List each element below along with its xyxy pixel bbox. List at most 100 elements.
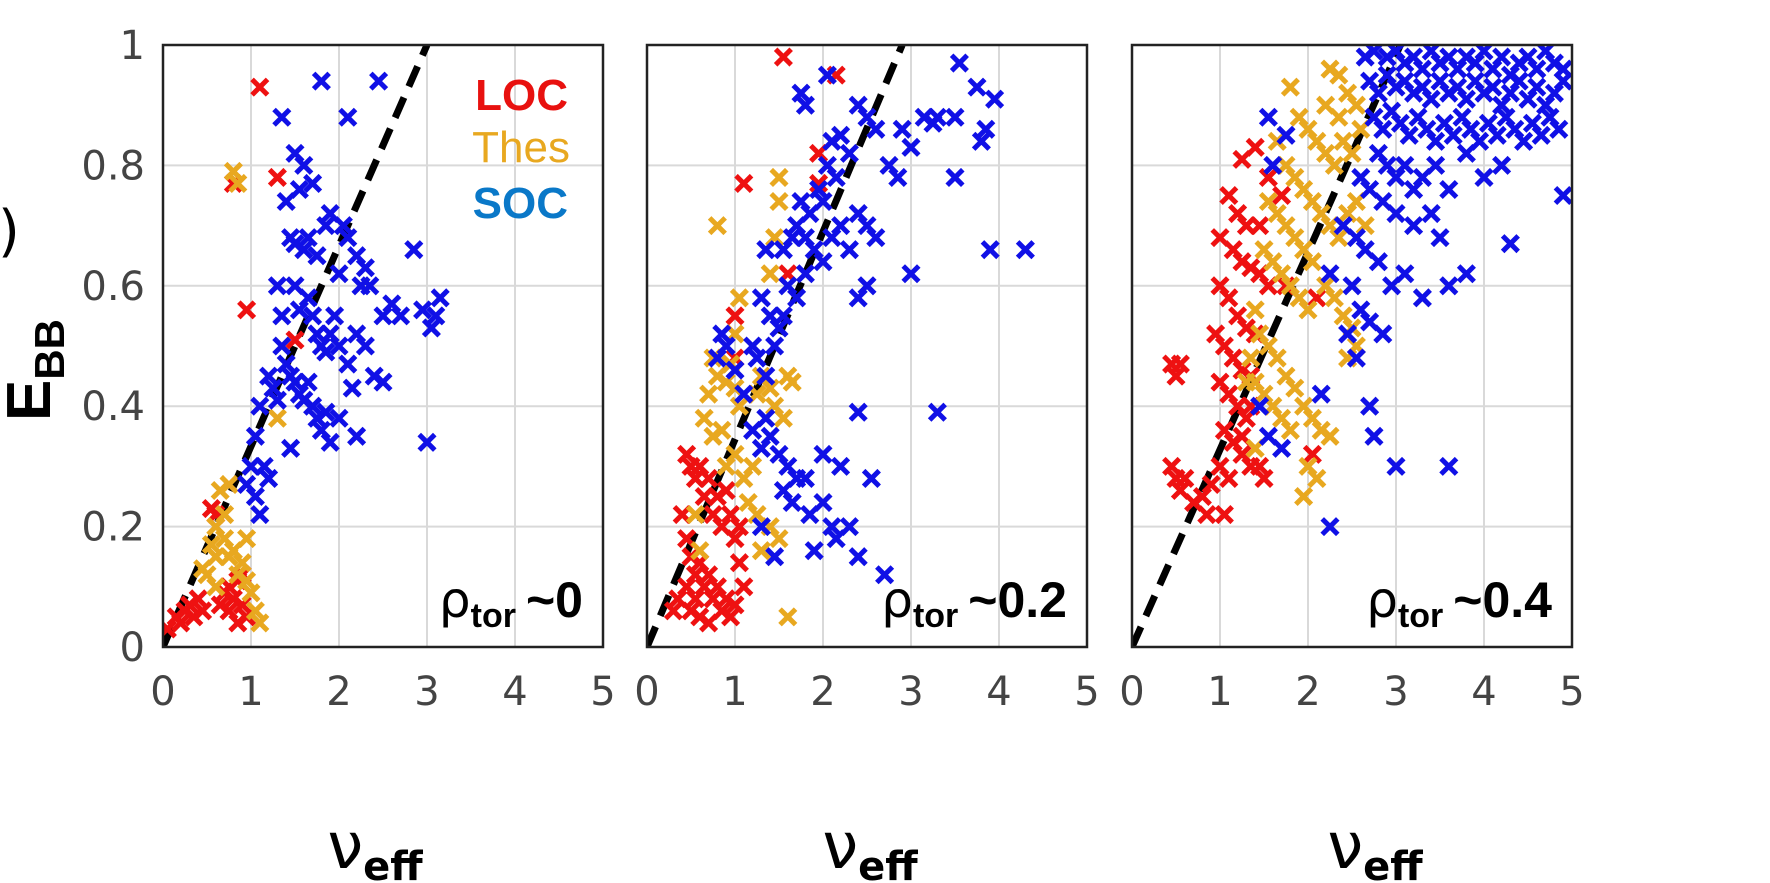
point-soc [1395,155,1415,175]
point-soc [773,306,793,326]
point-soc [888,167,908,187]
point-loc [188,589,208,609]
point-loc [267,167,287,187]
point-soc [901,137,921,157]
point-thes [734,468,754,488]
point-loc [734,577,754,597]
point-loc [694,486,714,507]
trend-line [1132,45,1404,647]
point-thes [267,408,287,428]
axes-frame [645,43,1089,649]
point-loc [721,607,741,627]
point-soc [848,402,868,422]
point-thes [228,173,248,193]
point-soc [1527,77,1547,97]
point-soc [298,228,318,248]
x-tick-label: 0 [1119,669,1144,715]
point-soc [355,336,375,356]
point-soc [791,83,811,103]
point-soc [1421,204,1441,224]
point-soc [1276,125,1296,145]
point-thes [769,191,789,212]
point-soc [285,372,305,392]
point-soc [333,216,353,236]
panel-label-main: ρ [881,571,913,629]
x-tick-label: 5 [1559,669,1584,715]
point-soc [1553,185,1572,206]
point-soc [245,426,265,446]
x-tick-label: 2 [810,669,835,715]
point-soc [773,240,793,260]
point-soc [298,288,318,308]
point-soc [1373,119,1393,139]
point-loc [223,173,243,193]
point-soc [276,191,296,212]
point-loc [1170,480,1190,501]
axes-frame [1130,43,1574,649]
point-loc [672,505,692,525]
point-thes [1302,252,1322,272]
point-soc [254,456,274,476]
point-loc [778,264,798,284]
point-thes [1329,107,1349,127]
point-soc [325,306,345,326]
point-thes [1316,95,1336,115]
x-tick-label: 2 [1295,669,1320,715]
point-soc [338,354,358,374]
point-soc [927,402,947,422]
point-loc [1302,444,1322,464]
panel-2: 0 1 2 3 4 5 ρtor ~0.2 [634,43,1100,715]
point-thes [237,571,257,591]
y-label-main: E [0,380,64,421]
point-loc [285,330,305,350]
x-tick-label: 0 [634,669,659,715]
point-soc [1474,167,1494,187]
point-soc [1514,131,1534,151]
point-soc [1386,204,1406,224]
point-soc [1487,125,1507,145]
point-soc [857,276,877,296]
point-soc [1456,264,1476,284]
legend-soc: SOC [473,179,568,228]
point-soc [355,258,375,278]
point-loc [1245,137,1265,157]
point-soc [329,264,349,284]
x-tick-label: 5 [1074,669,1099,715]
point-soc [901,264,921,284]
point-soc [373,372,393,392]
point-soc [817,65,837,85]
point-thes [1298,300,1318,320]
point-soc [417,432,437,452]
point-thes [778,607,798,627]
point-soc [712,324,732,344]
point-soc [1333,216,1353,236]
point-soc [1492,47,1512,67]
point-thes [1346,95,1366,115]
point-loc [1219,185,1239,206]
svg-text:EBB: EBB [0,319,73,421]
point-soc [765,336,785,356]
x-tick-label: 4 [502,669,527,715]
point-soc [272,306,292,326]
point-soc [272,107,292,127]
y-axis-label: EBB [0,319,73,421]
point-soc [945,107,965,127]
point-loc [1236,408,1256,428]
point-soc [985,89,1005,109]
point-soc [272,336,292,356]
point-soc [347,426,367,446]
legend: LOC Thes SOC [472,71,570,228]
point-loc [1258,167,1278,187]
point-loc [1236,216,1256,236]
point-soc [267,276,287,296]
point-loc [1250,456,1270,476]
point-soc [1395,264,1415,284]
point-thes [769,167,789,187]
point-thes [237,529,257,549]
point-soc [822,517,842,537]
point-soc [307,324,327,344]
point-soc [813,191,833,212]
point-thes [245,601,265,621]
point-soc [1342,276,1362,296]
point-soc [1320,264,1340,284]
